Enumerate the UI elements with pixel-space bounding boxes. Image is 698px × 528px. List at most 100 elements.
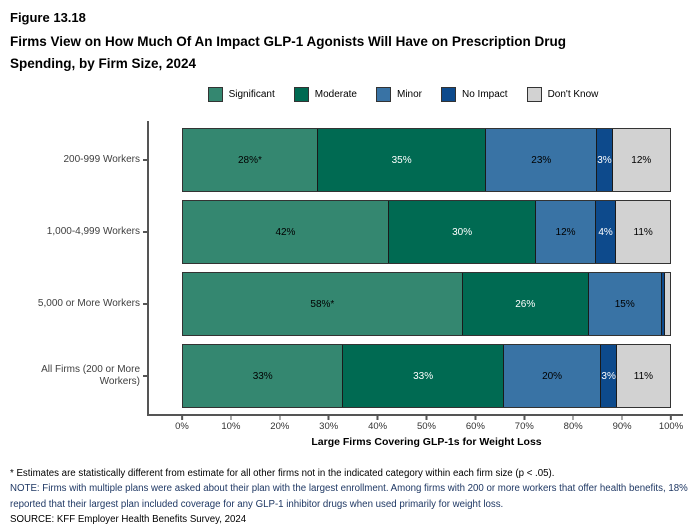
x-tick-label: 60% xyxy=(465,421,485,432)
x-tick-label: 50% xyxy=(416,421,437,432)
footnote-text: * Estimates are statistically different … xyxy=(10,468,555,479)
x-tick-label: 10% xyxy=(221,421,241,432)
bar-segment: 28%* xyxy=(183,129,318,191)
segment-value-label: 58%* xyxy=(310,298,335,310)
segment-value-label: 26% xyxy=(515,298,536,310)
x-tick-label: 70% xyxy=(514,421,534,432)
bar-segment: 3% xyxy=(601,345,617,407)
segment-value-label: 15% xyxy=(614,298,635,310)
x-tick-mark xyxy=(376,416,379,420)
segment-value-label: 20% xyxy=(542,370,563,382)
bar-segment xyxy=(661,273,666,335)
x-tick-mark xyxy=(425,416,428,420)
x-tick: 100% xyxy=(659,416,683,432)
legend-label: Don't Know xyxy=(547,89,599,100)
bar-segment: 3% xyxy=(597,129,613,191)
bar-segment: 42% xyxy=(183,201,389,263)
chart-legend: Significant Moderate Minor No Impact Don't K… xyxy=(0,87,698,102)
segment-value-label: 42% xyxy=(275,226,296,238)
category-cell: 1,000-4,999 Workers xyxy=(0,200,147,264)
bar-segment: 23% xyxy=(486,129,598,191)
bar-segment: 15% xyxy=(588,273,662,335)
x-tick-label: 80% xyxy=(563,421,583,432)
legend-swatch-icon xyxy=(207,87,223,102)
chart-area: 200-999 Workers 1,000-4,999 Workers 5,000 … xyxy=(0,121,683,416)
x-tick-mark xyxy=(474,416,477,420)
segment-value-label: 12% xyxy=(631,154,652,166)
category-label: 1,000-4,999 Workers xyxy=(46,226,140,237)
bar-segment: 11% xyxy=(616,345,670,407)
x-tick-label: 0% xyxy=(175,421,189,432)
x-axis: 0% 10% 20% 30% 40% 50% 60% 70% 80% 90% 100% xyxy=(0,416,698,436)
x-tick-mark xyxy=(670,416,672,420)
bar-segment: 26% xyxy=(462,273,589,335)
stacked-bar: 58%* 26% 15% xyxy=(182,272,671,336)
segment-value-label: 11% xyxy=(633,370,654,382)
y-tick-mark xyxy=(143,375,147,377)
segment-value-label: 28%* xyxy=(238,154,262,166)
bar-segment: 11% xyxy=(616,201,670,263)
x-tick-label: 30% xyxy=(319,421,339,432)
legend-label: Significant xyxy=(228,89,275,100)
x-tick-label: 40% xyxy=(368,421,388,432)
bar-segment: 4% xyxy=(595,201,617,263)
x-tick-mark xyxy=(621,416,623,420)
x-tick: 10% xyxy=(221,416,240,432)
legend-swatch-icon xyxy=(375,87,391,102)
legend-item: Significant xyxy=(207,87,275,102)
chart-header: Figure 13.18 Firms View on How Much Of A… xyxy=(0,0,698,75)
stacked-bar: 42% 30% 12% 4% 11% xyxy=(182,200,671,264)
bar-segment: 33% xyxy=(183,345,344,407)
x-tick: 30% xyxy=(319,416,338,432)
legend-item: No Impact xyxy=(441,87,508,102)
legend-swatch-icon xyxy=(526,87,542,102)
legend-label: Minor xyxy=(396,89,422,100)
legend-label: Moderate xyxy=(314,89,357,100)
x-tick-mark xyxy=(181,416,183,420)
segment-value-label: 11% xyxy=(633,226,653,238)
legend-item: Minor xyxy=(375,87,422,102)
segment-value-label: 4% xyxy=(598,226,613,238)
y-tick-mark xyxy=(143,231,147,233)
legend-swatch-icon xyxy=(293,87,309,102)
stacked-bar: 33% 33% 20% 3% 11% xyxy=(182,344,671,408)
category-cell: All Firms (200 or More Workers) xyxy=(0,344,147,408)
x-tick: 50% xyxy=(417,416,436,432)
segment-value-label: 3% xyxy=(597,154,612,166)
x-tick-label: 90% xyxy=(612,421,632,432)
x-tick: 40% xyxy=(368,416,387,432)
y-tick-mark xyxy=(143,159,147,161)
legend-item: Don't Know xyxy=(526,87,599,102)
segment-value-label: 23% xyxy=(531,154,552,166)
bar-segment: 30% xyxy=(388,201,537,263)
x-axis-label-row: Large Firms Covering GLP-1s for Weight L… xyxy=(0,436,698,451)
category-cell: 5,000 or More Workers xyxy=(0,272,147,336)
bar-segment: 35% xyxy=(317,129,487,191)
segment-value-label: 35% xyxy=(391,154,412,166)
plot-area: 28%* 35% 23% 3% 12% 42% 30% 12% 4% 11% 58%* 26% 15% 3… xyxy=(147,121,683,416)
x-tick-mark xyxy=(327,416,330,420)
legend-swatch-icon xyxy=(441,87,456,102)
legend-label: No Impact xyxy=(462,89,508,100)
bar-segment: 12% xyxy=(612,129,670,191)
segment-value-label: 30% xyxy=(452,226,473,238)
chart-title-line2: Spending, by Firm Size, 2024 xyxy=(10,56,197,71)
figure-number: Figure 13.18 xyxy=(10,10,86,25)
stacked-bar: 28%* 35% 23% 3% 12% xyxy=(182,128,671,192)
x-tick-mark xyxy=(523,416,526,420)
category-label: 5,000 or More Workers xyxy=(37,298,140,309)
chart-title-line1: Firms View on How Much Of An Impact GLP-… xyxy=(10,34,566,49)
segment-value-label: 3% xyxy=(601,370,616,382)
x-tick-mark xyxy=(572,416,574,420)
x-tick-label: 100% xyxy=(658,421,684,432)
chart-title: Firms View on How Much Of An Impact GLP-… xyxy=(10,31,688,75)
x-tick: 20% xyxy=(270,416,289,432)
bar-segment xyxy=(665,273,671,335)
x-tick: 90% xyxy=(613,416,632,432)
bar-segment: 20% xyxy=(503,345,602,407)
x-tick: 80% xyxy=(564,416,583,432)
segment-value-label: 12% xyxy=(555,226,576,238)
category-cell: 200-999 Workers xyxy=(0,128,147,192)
x-axis-title: Large Firms Covering GLP-1s for Weight L… xyxy=(311,436,542,448)
note-text: NOTE: Firms with multiple plans were ask… xyxy=(10,483,688,510)
